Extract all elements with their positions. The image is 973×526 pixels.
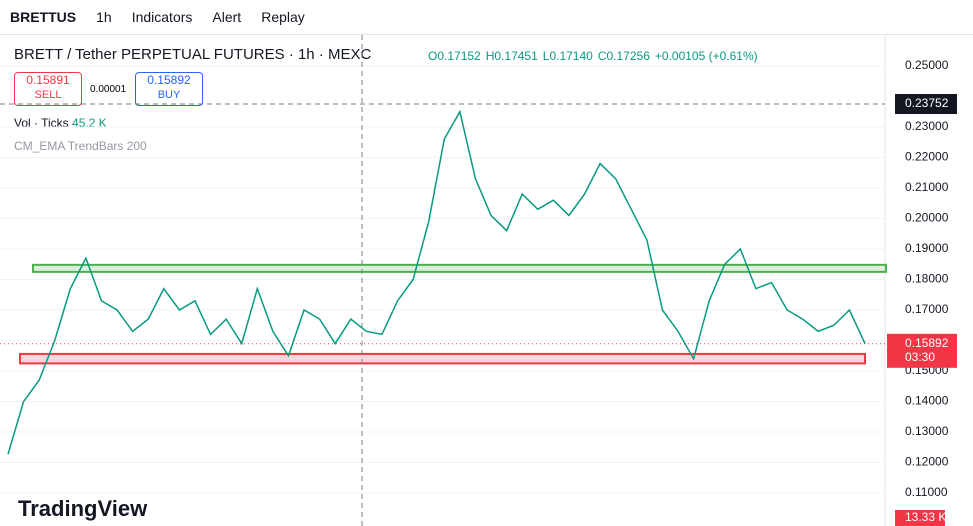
indicators[interactable]: Indicators — [131, 9, 193, 25]
crosshair-label: 0.23752 — [905, 96, 949, 110]
replay[interactable]: Replay — [261, 9, 305, 25]
spread: 0.00001 — [90, 84, 127, 95]
y-tick-label: 0.14000 — [905, 394, 949, 408]
indicator-legend: CM_EMA TrendBars 200 — [14, 139, 147, 153]
y-tick-label: 0.23000 — [905, 119, 949, 133]
brand: TradingView — [18, 496, 148, 521]
buy-button[interactable]: 0.15892 BUY — [135, 72, 203, 106]
ohlc-value: L0.17140 — [542, 49, 593, 63]
chart-title: BRETT / Tether PERPETUAL FUTURES · 1h · … — [14, 46, 372, 63]
zone — [19, 352, 866, 365]
alert[interactable]: Alert — [212, 9, 242, 25]
last-price-box — [887, 333, 957, 368]
sell-button[interactable]: 0.15891 SELL — [14, 72, 82, 106]
crosshair-box — [895, 94, 957, 115]
y-tick-label: 0.20000 — [905, 211, 949, 225]
y-tick-label: 0.18000 — [905, 272, 949, 286]
price-line — [7, 109, 866, 455]
zone — [32, 263, 887, 273]
buy-price: 0.15892 — [147, 73, 191, 87]
y-tick-label: 0.22000 — [905, 150, 949, 164]
y-tick-label: 0.12000 — [905, 455, 949, 469]
last-price-label: 0.15892 — [905, 336, 949, 350]
ohlc-value: O0.17152 — [428, 49, 481, 63]
y-tick-label: 0.19000 — [905, 241, 949, 255]
symbol[interactable]: BRETTUS — [10, 9, 77, 25]
y-tick-label: 0.21000 — [905, 180, 949, 194]
ohlc-value: H0.17451 — [485, 49, 538, 63]
y-tick-label: 0.13000 — [905, 424, 949, 438]
y-tick-label: 0.17000 — [905, 302, 949, 316]
ohlc: O0.17152 H0.17451 L0.17140 C0.17256 +0.00105… — [428, 49, 763, 63]
sell-price: 0.15891 — [26, 73, 70, 87]
toolbar: BRETTUS 1h Indicators Alert Replay — [0, 0, 973, 35]
volume-box — [895, 510, 945, 526]
ohlc-value: +0.00105 (+0.61%) — [654, 49, 758, 63]
buy-label: BUY — [157, 89, 181, 101]
countdown: 03:30 — [905, 350, 935, 364]
sell-label: SELL — [34, 89, 62, 101]
y-tick-label: 0.25000 — [905, 58, 949, 72]
interval[interactable]: 1h — [96, 9, 112, 25]
volume-axis-label: 13.33 K — [905, 510, 946, 524]
y-tick-label: 0.11000 — [905, 485, 948, 499]
ohlc-value: C0.17256 — [597, 49, 650, 63]
chart: 0.25000 0.23000 0.22000 0.21000 0.20000 0.190… — [0, 35, 957, 526]
